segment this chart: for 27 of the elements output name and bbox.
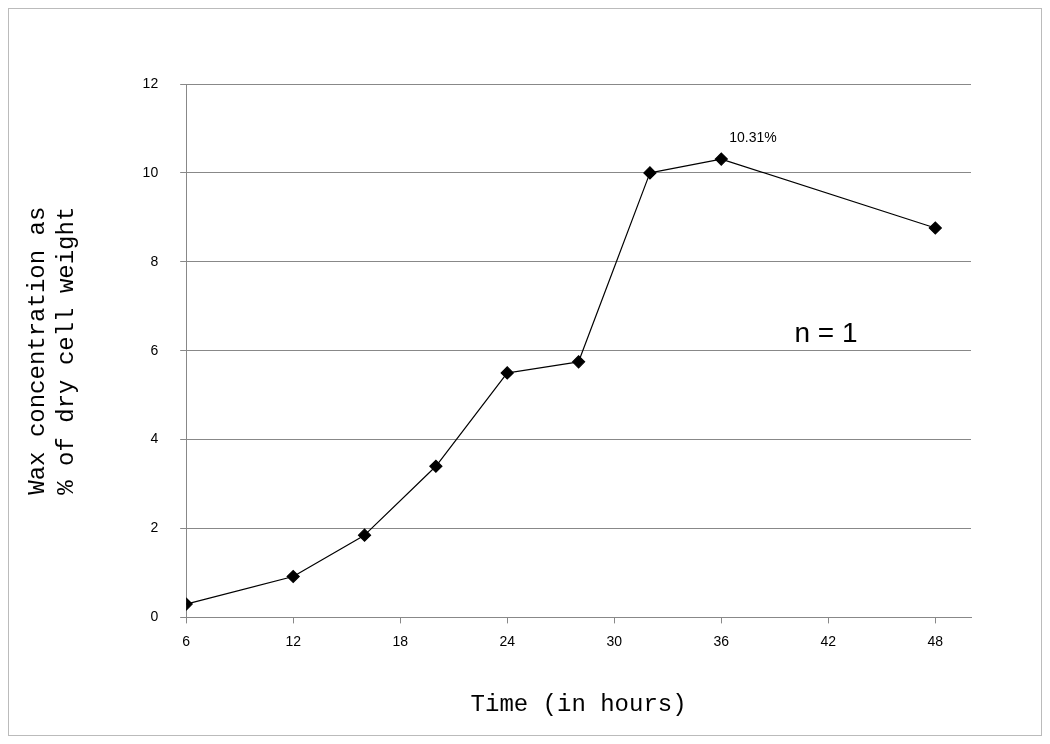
x-tick-label: 42	[820, 632, 837, 649]
annotation: 10.31%	[729, 128, 777, 145]
y-tick-label: 12	[142, 74, 159, 91]
y-tick-label: 8	[150, 252, 159, 269]
point	[357, 528, 372, 542]
x-tick-label: 6	[182, 632, 191, 649]
x-tick-label: 36	[713, 632, 730, 649]
y-tick-label: 4	[150, 430, 159, 447]
x-axis-title: Time (in hours)	[470, 690, 687, 718]
annotation: n = 1	[794, 317, 858, 349]
point	[643, 166, 657, 180]
x-tick-label: 24	[499, 632, 516, 649]
point	[571, 355, 586, 369]
y-tick-label: 10	[142, 163, 159, 180]
x-tick-label: 12	[285, 632, 302, 649]
point	[286, 569, 300, 584]
point	[500, 366, 514, 380]
y-axis-title: Wax concentration as % of dry cell weight	[23, 206, 80, 495]
y-tick-label: 6	[150, 341, 159, 358]
point	[429, 459, 443, 473]
point	[928, 221, 942, 235]
y-tick-label: 0	[150, 608, 159, 625]
x-tick-label: 18	[392, 632, 409, 649]
point	[714, 152, 728, 166]
x-tick-label: 48	[927, 632, 944, 649]
y-tick-label: 2	[150, 519, 159, 536]
x-tick-label: 30	[606, 632, 623, 649]
